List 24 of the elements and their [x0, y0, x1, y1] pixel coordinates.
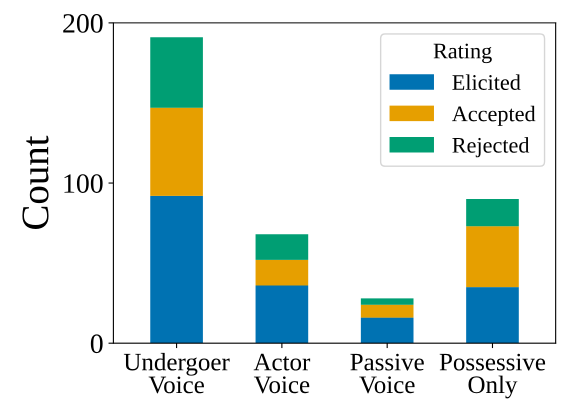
x-tick-label: Passive Voice	[350, 354, 424, 394]
bar	[256, 260, 308, 286]
bar	[360, 298, 414, 305]
y-tick-label: 100	[64, 174, 103, 193]
bar	[150, 108, 203, 196]
bar	[256, 234, 308, 260]
bar	[466, 199, 519, 226]
legend-label: Rejected	[452, 137, 530, 158]
bar	[150, 196, 203, 344]
bar	[360, 304, 414, 318]
x-tick-label: Undergoer Voice	[124, 352, 230, 394]
x-tick-label: Possessive Only	[440, 354, 546, 398]
bar	[466, 287, 519, 344]
bar	[150, 37, 203, 108]
legend-label: Accepted	[452, 106, 536, 126]
bar	[466, 226, 519, 288]
y-tick-label: 200	[63, 14, 103, 33]
x-tick-label: Actor Voice	[254, 354, 310, 394]
y-axis-title: Count	[22, 136, 49, 229]
bar	[256, 286, 308, 344]
legend-label: Elicited	[452, 74, 521, 90]
bar	[360, 318, 414, 344]
legend-title: Rating	[434, 44, 492, 64]
y-tick-label: 0	[90, 334, 103, 354]
